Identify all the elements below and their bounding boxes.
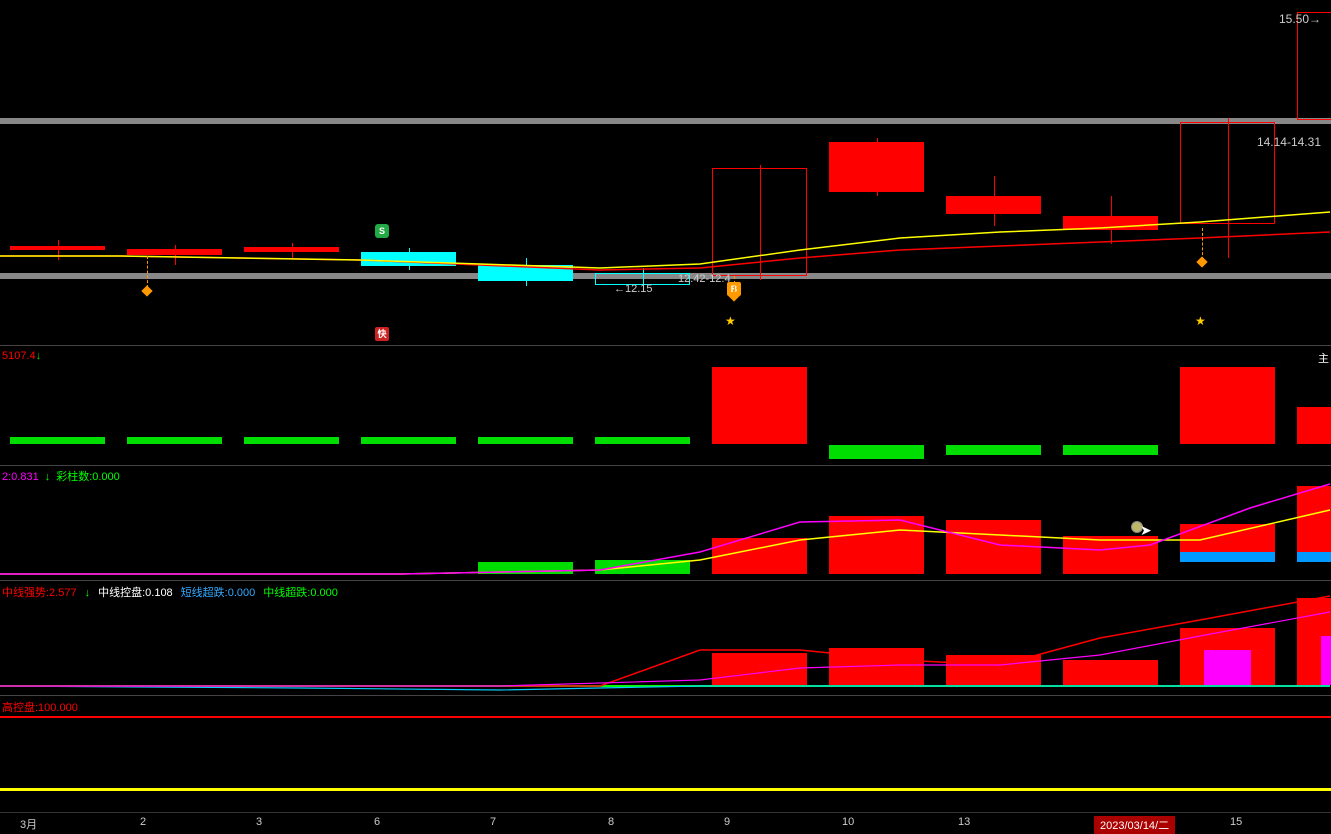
xaxis-tick: 10	[842, 816, 854, 828]
xaxis-tick: 2	[140, 816, 146, 828]
xaxis-tick: 15	[1230, 816, 1242, 828]
time-axis: 3月 2 3 6 7 8 9 10 13 2023/03/14/二 15	[0, 812, 1331, 832]
ind4-yellowline	[0, 788, 1331, 791]
mouse-cursor-icon: ➤	[1140, 522, 1152, 539]
ind3-lines	[0, 0, 1331, 695]
xaxis-tick: 3月	[20, 816, 37, 832]
xaxis-tick: 2023/03/14/二	[1094, 816, 1175, 834]
xaxis-tick: 7	[490, 816, 496, 828]
xaxis-tick: 6	[374, 816, 380, 828]
xaxis-tick: 13	[958, 816, 970, 828]
ind4-labels: 高控盘:100.000	[2, 698, 86, 716]
ind4-redline	[0, 716, 1331, 718]
ind4-label: 高控盘:100.000	[2, 702, 78, 714]
xaxis-tick: 3	[256, 816, 262, 828]
indicator-4-panel[interactable]: 高控盘:100.000	[0, 695, 1331, 812]
indicator-3-panel[interactable]: 中线强势:2.577↓中线控盘:0.108短线超跌:0.000中线超跌:0.00…	[0, 580, 1331, 695]
xaxis-tick: 9	[724, 816, 730, 828]
xaxis-tick: 8	[608, 816, 614, 828]
